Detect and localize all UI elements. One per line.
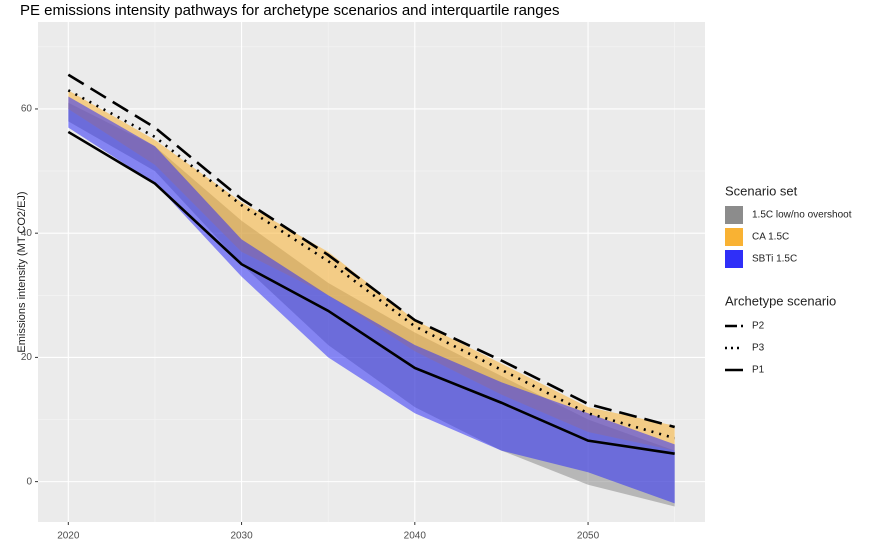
x-tick-label: 2020 — [57, 531, 80, 542]
legend-key — [725, 206, 743, 224]
x-tick-label: 2050 — [577, 531, 600, 542]
legend-label: CA 1.5C — [752, 232, 789, 243]
y-tick-label: 60 — [21, 104, 33, 115]
x-tick-label: 2030 — [230, 531, 253, 542]
line — [67, 73, 676, 429]
y-axis-label: Emissions intensity (MT CO2/EJ) — [16, 191, 28, 352]
line — [67, 130, 675, 455]
legend-label: P2 — [752, 321, 765, 332]
ribbon — [68, 90, 675, 451]
y-tick-label: 20 — [21, 352, 33, 363]
legend-label: P3 — [752, 343, 765, 354]
legend-title: Archetype scenario — [725, 293, 836, 308]
y-tick-label: 0 — [26, 476, 32, 487]
y-tick-label: 40 — [21, 228, 33, 239]
legend-key — [725, 228, 743, 246]
chart-title: PE emissions intensity pathways for arch… — [20, 2, 559, 19]
legend-label: SBTi 1.5C — [752, 254, 797, 265]
legend-key — [725, 250, 743, 268]
legend-label: P1 — [752, 365, 765, 376]
legend-label: 1.5C low/no overshoot — [752, 210, 852, 221]
x-tick-label: 2040 — [404, 531, 427, 542]
legend-title: Scenario set — [725, 183, 798, 198]
ribbon — [68, 96, 675, 504]
